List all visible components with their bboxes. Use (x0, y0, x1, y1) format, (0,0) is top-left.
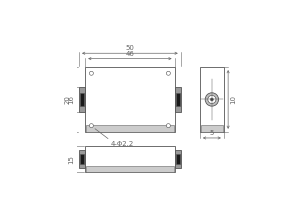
Bar (80, 93, 84, 106)
Bar (175, 150, 181, 168)
Circle shape (89, 124, 93, 128)
Bar (85, 146, 175, 172)
Text: 15: 15 (68, 155, 74, 164)
Circle shape (211, 98, 213, 101)
Text: 50: 50 (125, 45, 134, 51)
Bar (175, 87, 181, 112)
Bar (86, 125, 174, 132)
Bar (176, 154, 180, 164)
Bar (79, 87, 85, 112)
Bar (85, 67, 175, 132)
Bar (200, 67, 224, 132)
Circle shape (167, 71, 170, 75)
Circle shape (89, 71, 93, 75)
Bar (80, 154, 84, 164)
Bar (176, 93, 180, 106)
Circle shape (167, 124, 170, 128)
Circle shape (208, 95, 216, 104)
Text: 4-Φ2.2: 4-Φ2.2 (111, 141, 134, 147)
Bar (86, 166, 174, 172)
Text: 20: 20 (64, 95, 70, 104)
Circle shape (205, 93, 219, 106)
Text: 5: 5 (210, 130, 214, 136)
Text: 10: 10 (230, 95, 236, 104)
Text: 16: 16 (68, 95, 74, 104)
Bar (201, 125, 223, 132)
Bar (79, 150, 85, 168)
Text: 46: 46 (125, 51, 134, 57)
